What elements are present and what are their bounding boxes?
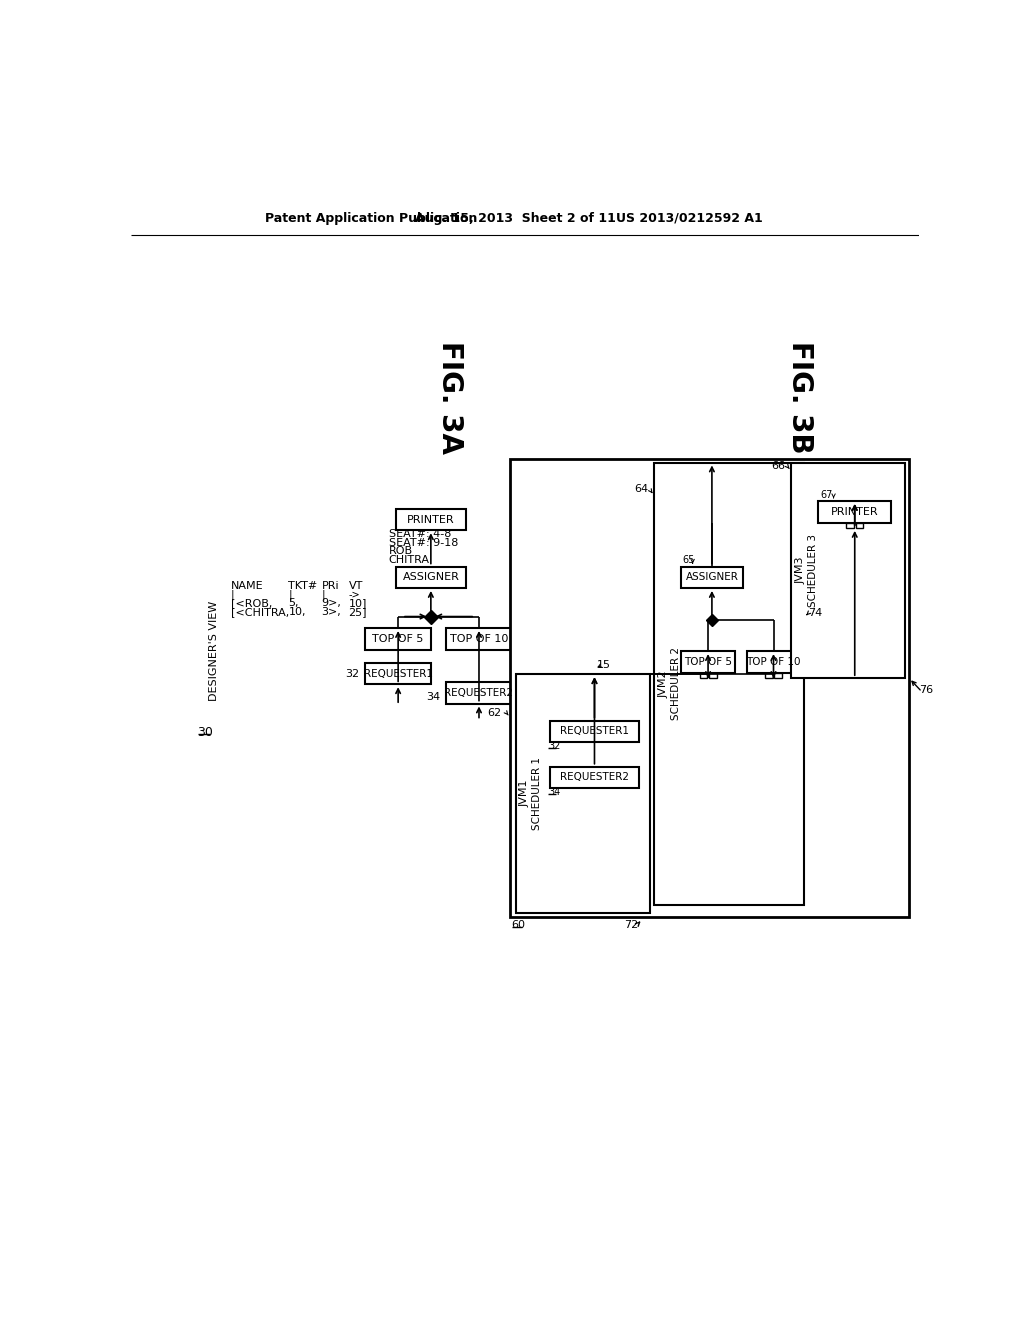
Text: 25]: 25] (348, 607, 367, 616)
Text: 67: 67 (820, 490, 833, 500)
Text: 60: 60 (512, 920, 525, 929)
Text: SCHEDULER 1: SCHEDULER 1 (532, 758, 542, 830)
Text: 34: 34 (426, 692, 440, 702)
Bar (396, 508, 466, 531)
Text: ASSIGNER: ASSIGNER (402, 573, 460, 582)
Text: |: | (230, 590, 234, 601)
Text: PRINTER: PRINTER (830, 507, 879, 517)
Text: ASSIGNER: ASSIGNER (685, 573, 738, 582)
Text: REQUESTER2: REQUESTER2 (444, 688, 513, 698)
Text: Aug. 15, 2013  Sheet 2 of 11: Aug. 15, 2013 Sheet 2 of 11 (416, 213, 616, 224)
Bar (396, 566, 466, 589)
Text: ROB: ROB (388, 546, 413, 556)
Bar (654, 462, 804, 906)
Text: [<ROB,: [<ROB, (230, 598, 272, 607)
Bar (774, 673, 782, 678)
Bar (681, 651, 735, 673)
Bar (446, 682, 512, 704)
Text: VT: VT (348, 581, 362, 591)
Text: JVM1: JVM1 (520, 780, 529, 808)
Bar (681, 566, 742, 589)
Text: PRINTER: PRINTER (408, 515, 455, 524)
Text: REQUESTER2: REQUESTER2 (560, 772, 629, 783)
Bar (792, 462, 905, 678)
Text: 66: 66 (771, 462, 785, 471)
Text: TOP OF 10: TOP OF 10 (450, 634, 508, 644)
Text: 76: 76 (920, 685, 933, 694)
Text: 3>,: 3>, (322, 607, 341, 616)
Text: TOP OF 5: TOP OF 5 (373, 634, 424, 644)
Bar (765, 673, 773, 678)
Text: 10,: 10, (289, 607, 306, 616)
Text: PRi: PRi (322, 581, 339, 591)
Text: CHITRA: CHITRA (388, 556, 429, 565)
Text: Patent Application Publication: Patent Application Publication (265, 213, 477, 224)
Bar (550, 767, 639, 788)
Bar (510, 459, 909, 917)
Text: FIG. 3A: FIG. 3A (436, 341, 464, 454)
Bar (746, 651, 801, 673)
Text: FIG. 3B: FIG. 3B (786, 341, 814, 453)
Text: SCHEDULER 3: SCHEDULER 3 (808, 533, 818, 607)
Bar (515, 675, 650, 913)
Text: 9>,: 9>, (322, 598, 341, 607)
Text: TOP OF 5: TOP OF 5 (684, 657, 732, 667)
Text: JVM2: JVM2 (658, 671, 669, 698)
Text: 10]: 10] (348, 598, 367, 607)
Text: REQUESTER1: REQUESTER1 (560, 726, 629, 737)
Text: 5,: 5, (289, 598, 299, 607)
Text: 62: 62 (486, 708, 501, 718)
Text: SEAT#: 4-8: SEAT#: 4-8 (388, 529, 451, 539)
Text: TOP OF 10: TOP OF 10 (746, 657, 801, 667)
Text: REQUESTER1: REQUESTER1 (364, 668, 432, 678)
Bar (446, 628, 512, 649)
Text: 65: 65 (683, 556, 695, 565)
Text: 32: 32 (548, 741, 560, 751)
Bar (550, 721, 639, 742)
Text: |: | (289, 590, 292, 601)
Text: 74: 74 (808, 607, 822, 618)
Text: 64: 64 (634, 484, 648, 495)
Bar (846, 523, 854, 528)
Bar (366, 663, 431, 684)
Text: TKT#: TKT# (289, 581, 317, 591)
Text: 30: 30 (198, 726, 213, 739)
Text: JVM3: JVM3 (796, 557, 806, 585)
Bar (709, 673, 717, 678)
Bar (818, 502, 891, 523)
Text: NAME: NAME (230, 581, 263, 591)
Text: |: | (322, 590, 326, 601)
Bar (699, 673, 708, 678)
Text: DESIGNER'S VIEW: DESIGNER'S VIEW (209, 601, 219, 701)
Text: 34: 34 (548, 787, 560, 797)
Text: 15: 15 (597, 660, 610, 671)
Text: SEAT#: 9-18: SEAT#: 9-18 (388, 537, 458, 548)
Text: US 2013/0212592 A1: US 2013/0212592 A1 (615, 213, 763, 224)
Bar (366, 628, 431, 649)
Text: 32: 32 (345, 668, 359, 678)
Text: 72: 72 (624, 920, 638, 929)
Bar (855, 523, 863, 528)
Text: ->: -> (348, 590, 360, 601)
Text: [<CHITRA,: [<CHITRA, (230, 607, 289, 616)
Text: SCHEDULER 2: SCHEDULER 2 (671, 647, 681, 721)
